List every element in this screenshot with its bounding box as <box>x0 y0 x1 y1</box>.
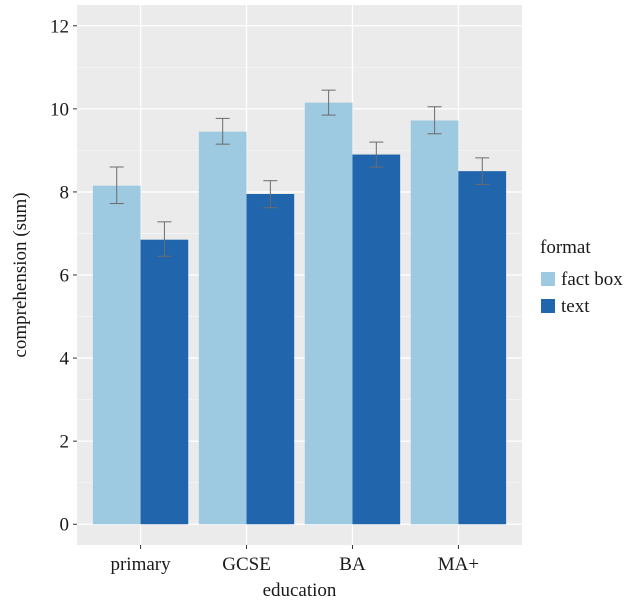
y-tick-label: 4 <box>60 349 70 370</box>
error-bars <box>109 89 490 257</box>
x-tick-label: BA <box>339 554 366 575</box>
bar-fact-box-maplus <box>410 120 459 525</box>
bar-fact-box-ba <box>304 102 353 525</box>
y-tick-label: 10 <box>50 99 69 120</box>
legend-label: text <box>561 296 590 317</box>
legend-items: fact box text <box>541 269 623 317</box>
x-tick-label: MA+ <box>438 554 479 575</box>
bar-fact-box-primary <box>92 185 141 525</box>
legend-key-text <box>541 299 555 313</box>
bar-text-maplus <box>458 171 507 525</box>
y-tick-label: 2 <box>60 432 70 453</box>
bars <box>92 102 507 525</box>
legend-label: fact box <box>561 269 623 290</box>
bar-text-ba <box>352 154 401 525</box>
y-axis: 0 2 4 6 8 10 12 <box>50 16 77 536</box>
x-tick-label: GCSE <box>222 554 271 575</box>
y-axis-title: comprehension (sum) <box>10 192 31 357</box>
legend: format fact box text <box>540 237 623 317</box>
bar-text-gcse <box>246 194 295 525</box>
x-axis: primary GCSE BA MA+ <box>110 545 479 575</box>
bar-text-primary <box>140 239 189 525</box>
bar-fact-box-gcse <box>198 131 247 525</box>
y-tick-label: 12 <box>50 16 69 37</box>
y-tick-label: 0 <box>60 515 70 536</box>
x-axis-title: education <box>263 580 337 601</box>
x-tick-label: primary <box>110 554 171 575</box>
y-tick-label: 6 <box>60 266 70 287</box>
y-tick-label: 8 <box>60 182 70 203</box>
legend-title: format <box>540 237 591 258</box>
legend-key-fact-box <box>541 272 555 286</box>
